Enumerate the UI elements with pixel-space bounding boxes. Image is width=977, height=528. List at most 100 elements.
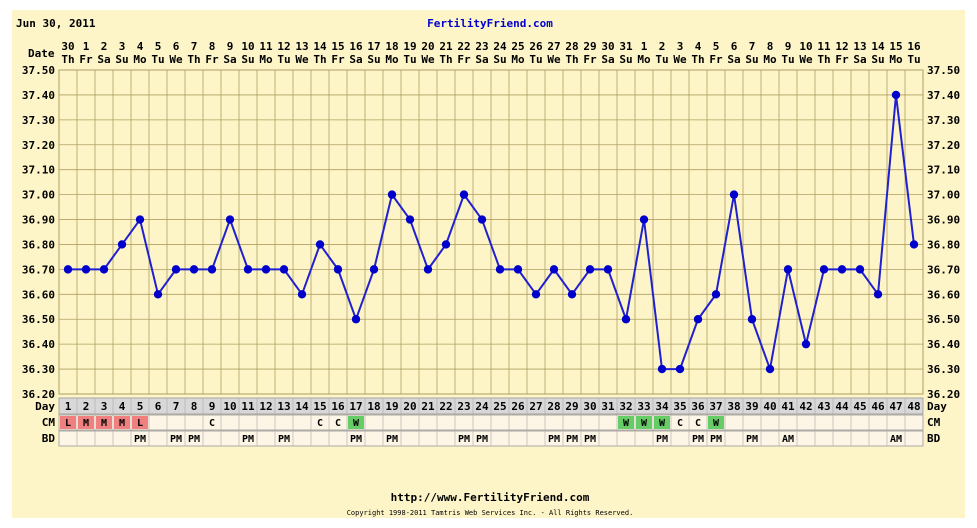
- weekday-label: Mo: [763, 53, 777, 66]
- footer-url[interactable]: http://www.FertilityFriend.com: [391, 491, 590, 504]
- weekday-label: Tu: [655, 53, 668, 66]
- cm-label: W: [353, 418, 360, 429]
- weekday-label: Fr: [583, 53, 597, 66]
- cm-label: M: [101, 418, 107, 429]
- date-label: 6: [173, 40, 180, 53]
- temperature-point: [315, 240, 325, 249]
- day-label: 16: [331, 400, 345, 413]
- weekday-label: Th: [817, 53, 830, 66]
- weekday-label: Sa: [475, 53, 488, 66]
- bd-label: PM: [710, 434, 722, 445]
- date-label: 11: [817, 40, 831, 53]
- temperature-point: [297, 290, 307, 299]
- weekday-label: Su: [115, 53, 128, 66]
- temperature-series: [63, 90, 919, 374]
- date-label: 19: [403, 40, 416, 53]
- date-label: 25: [511, 40, 524, 53]
- cm-cell-fill: [636, 416, 652, 429]
- temperature-point: [873, 290, 883, 299]
- day-label: 35: [673, 400, 686, 413]
- weekday-label: Th: [313, 53, 326, 66]
- y-tick-label: 36.30: [927, 363, 960, 376]
- weekday-label: Sa: [97, 53, 110, 66]
- y-tick-label: 36.80: [927, 238, 960, 251]
- date-row-label: Date: [28, 47, 55, 60]
- cm-label: M: [119, 418, 125, 429]
- day-label: 20: [403, 400, 416, 413]
- day-label: 19: [385, 400, 398, 413]
- weekday-label: We: [421, 53, 435, 66]
- y-tick-label: 37.00: [927, 189, 960, 202]
- temperature-point: [171, 265, 181, 274]
- weekday-label: Mo: [385, 53, 399, 66]
- date-label: 15: [889, 40, 902, 53]
- weekday-label: Sa: [223, 53, 236, 66]
- day-label: 10: [223, 400, 236, 413]
- chart-grid: [58, 69, 924, 395]
- bd-label: PM: [476, 434, 488, 445]
- date-label: 16: [349, 40, 363, 53]
- date-label: 26: [529, 40, 543, 53]
- day-label: 18: [367, 400, 380, 413]
- y-tick-label: 36.70: [927, 263, 960, 276]
- day-label: 44: [835, 400, 849, 413]
- temperature-point: [711, 290, 721, 299]
- weekday-label: Su: [745, 53, 758, 66]
- temperature-point: [729, 190, 739, 199]
- temperature-point: [567, 290, 577, 299]
- bd-label: PM: [242, 434, 254, 445]
- weekday-label: Mo: [511, 53, 525, 66]
- date-label: 29: [583, 40, 596, 53]
- day-label: 9: [209, 400, 216, 413]
- weekday-label: Sa: [853, 53, 866, 66]
- date-label: 21: [439, 40, 453, 53]
- y-tick-label: 37.40: [927, 89, 960, 102]
- temperature-point: [549, 265, 559, 274]
- day-label: 8: [191, 400, 198, 413]
- date-label: 9: [785, 40, 792, 53]
- footer-copyright: Copyright 1998-2011 Tamtris Web Services…: [347, 509, 634, 517]
- cm-row-label: CM: [42, 416, 56, 429]
- day-label: 24: [475, 400, 489, 413]
- bd-label: PM: [566, 434, 578, 445]
- weekday-label: Tu: [907, 53, 920, 66]
- temperature-point: [351, 315, 361, 324]
- y-tick-label: 37.20: [927, 139, 960, 152]
- y-tick-label: 36.20: [927, 388, 960, 401]
- y-tick-label: 36.60: [22, 288, 55, 301]
- day-label: 45: [853, 400, 866, 413]
- temperature-point: [117, 240, 127, 249]
- weekday-label: Sa: [727, 53, 740, 66]
- date-label: 13: [295, 40, 308, 53]
- weekday-label: Fr: [709, 53, 723, 66]
- weekday-label: Tu: [781, 53, 794, 66]
- site-link[interactable]: FertilityFriend.com: [427, 17, 553, 30]
- date-label: 9: [227, 40, 234, 53]
- day-label: 2: [83, 400, 90, 413]
- weekday-label: Tu: [403, 53, 416, 66]
- cm-label: L: [137, 418, 143, 429]
- cm-label: W: [641, 418, 648, 429]
- date-label: 24: [493, 40, 507, 53]
- day-label: 11: [241, 400, 255, 413]
- y-tick-label: 37.40: [22, 89, 55, 102]
- bd-label: PM: [656, 434, 668, 445]
- date-label: 30: [601, 40, 614, 53]
- temperature-point: [891, 90, 901, 100]
- day-label: 30: [583, 400, 596, 413]
- date-label: 23: [475, 40, 488, 53]
- temperature-point: [459, 190, 469, 199]
- bd-label: PM: [188, 434, 200, 445]
- day-label: 46: [871, 400, 885, 413]
- cm-label: C: [335, 418, 341, 429]
- day-row-label-right: Day: [927, 400, 947, 413]
- cm-label: L: [65, 418, 71, 429]
- cm-label: W: [713, 418, 720, 429]
- day-label: 43: [817, 400, 830, 413]
- temperature-point: [639, 215, 649, 224]
- weekday-label: Th: [565, 53, 578, 66]
- day-row-label: Day: [35, 400, 55, 413]
- temperature-point: [405, 215, 415, 224]
- date-label: 8: [209, 40, 216, 53]
- y-tick-label: 36.30: [22, 363, 55, 376]
